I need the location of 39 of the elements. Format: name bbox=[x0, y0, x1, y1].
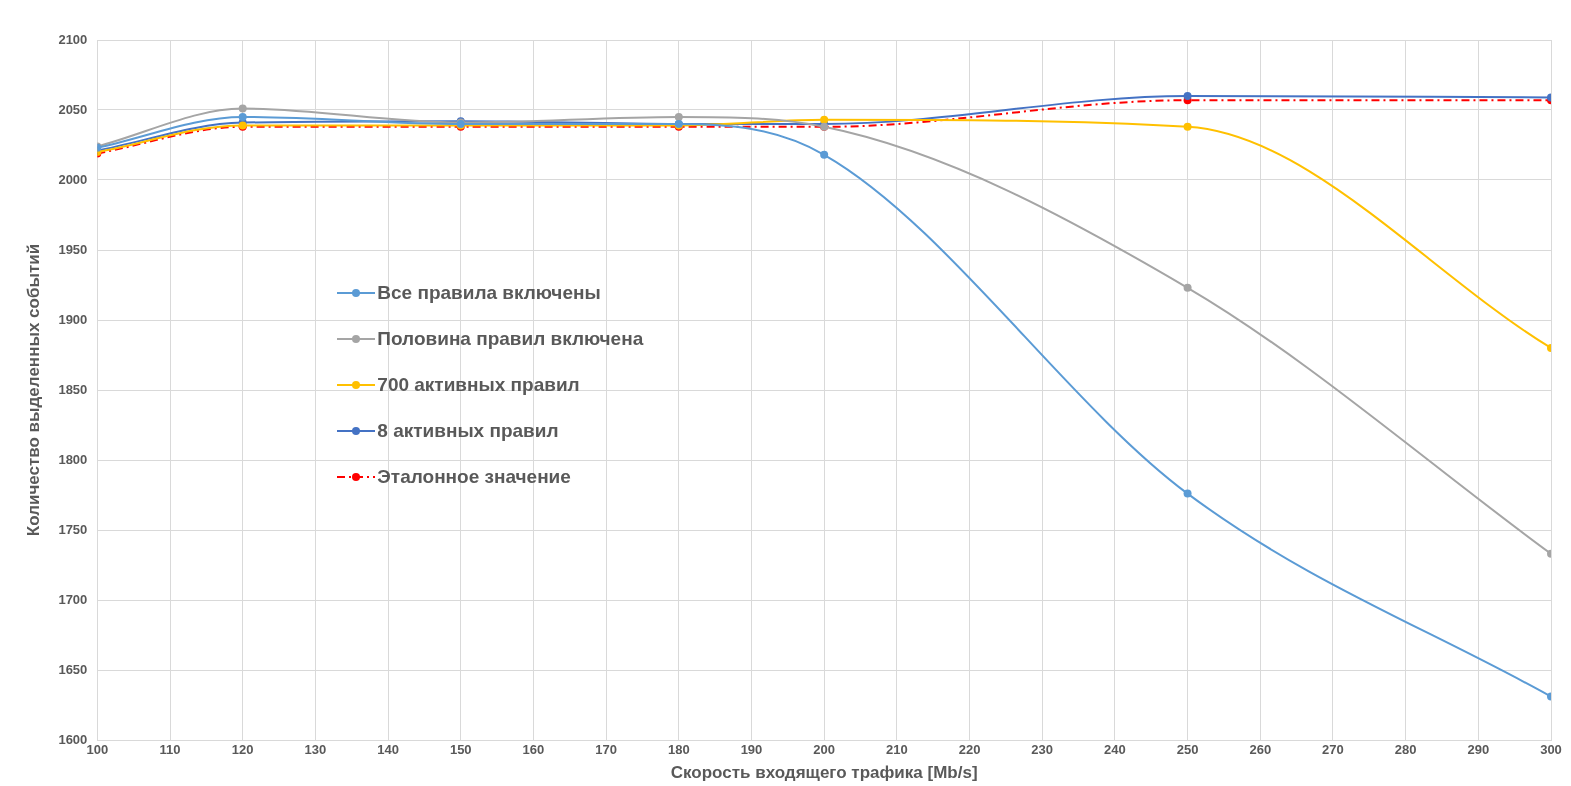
x-tick-label: 230 bbox=[1031, 742, 1054, 758]
y-tick-label: 1650 bbox=[58, 661, 88, 677]
x-tick-label: 300 bbox=[1540, 742, 1562, 758]
x-tick-label: 110 bbox=[159, 742, 181, 758]
x-tick-label: 120 bbox=[231, 742, 254, 758]
y-tick-label: 1900 bbox=[58, 311, 88, 327]
x-tick-label: 280 bbox=[1394, 742, 1417, 758]
x-tick-label: 290 bbox=[1467, 742, 1490, 758]
x-tick-label: 150 bbox=[449, 742, 472, 758]
y-tick-label: 2100 bbox=[58, 31, 88, 47]
x-tick-label: 180 bbox=[667, 742, 690, 758]
x-tick-label: 270 bbox=[1322, 742, 1344, 758]
y-tick-label: 1950 bbox=[58, 241, 88, 257]
x-tick-label: 190 bbox=[740, 742, 763, 758]
y-axis-title: Количество выделенных событий bbox=[23, 243, 43, 537]
x-tick-label: 160 bbox=[522, 742, 545, 758]
y-tick-label: 2000 bbox=[58, 171, 88, 187]
x-tick-label: 260 bbox=[1249, 742, 1272, 758]
y-tick-label: 1600 bbox=[58, 731, 88, 747]
x-tick-label: 250 bbox=[1176, 742, 1199, 758]
y-tick-label: 2050 bbox=[58, 101, 88, 117]
y-tick-label: 1700 bbox=[58, 591, 88, 607]
legend-label: 700 активных правил bbox=[377, 374, 580, 396]
legend-label: Половина правил включена bbox=[377, 328, 644, 350]
x-tick-label: 220 bbox=[958, 742, 981, 758]
x-tick-label: 130 bbox=[304, 742, 327, 758]
x-tick-label: 140 bbox=[377, 742, 399, 758]
x-tick-label: 210 bbox=[885, 742, 908, 758]
x-tick-label: 100 bbox=[86, 742, 109, 758]
legend-label: Все правила включены bbox=[377, 282, 601, 304]
y-tick-label: 1750 bbox=[58, 521, 88, 537]
x-tick-label: 200 bbox=[813, 742, 836, 758]
legend-label: 8 активных правил bbox=[377, 420, 559, 442]
x-tick-label: 240 bbox=[1104, 742, 1126, 758]
y-tick-label: 1850 bbox=[58, 381, 88, 397]
x-axis-title: Скорость входящего трафика [Mb/s] bbox=[670, 763, 978, 783]
legend-label: Эталонное значение bbox=[377, 466, 571, 488]
x-tick-label: 170 bbox=[595, 742, 617, 758]
y-tick-label: 1800 bbox=[58, 451, 88, 467]
